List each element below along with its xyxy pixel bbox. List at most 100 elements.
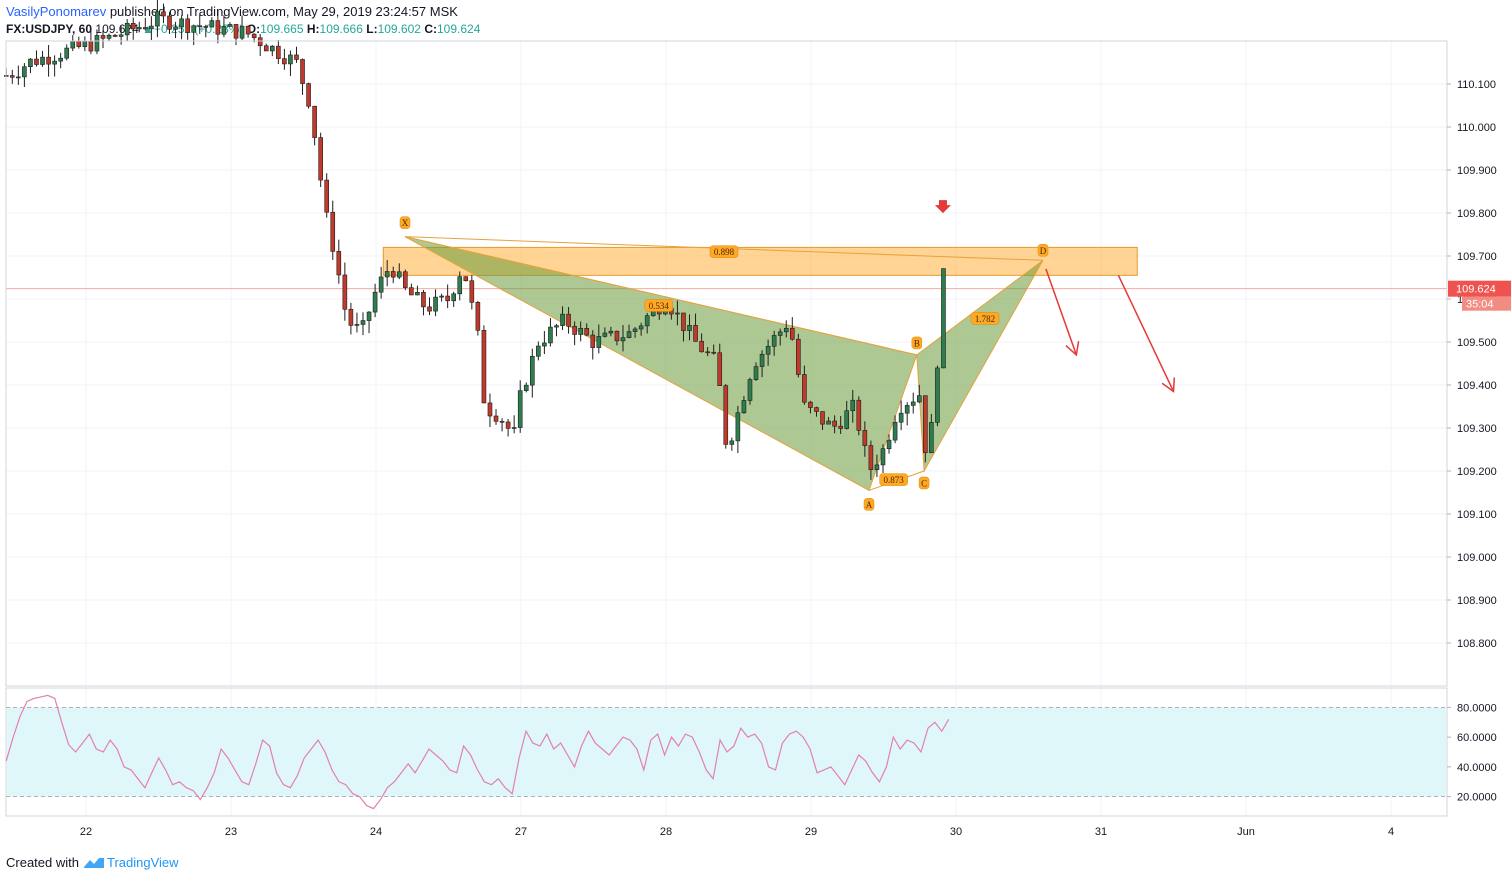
point-label-a: A — [863, 498, 875, 511]
point-label-d-bg — [1037, 244, 1049, 257]
candle-down — [475, 302, 481, 331]
point-label-c: C — [918, 476, 930, 490]
high-value: 109.666 — [319, 22, 363, 36]
candle-up — [64, 47, 70, 59]
x-tick-label: 31 — [1095, 826, 1107, 838]
candle-up — [221, 26, 227, 35]
harmonic-pattern[interactable] — [404, 236, 1044, 492]
close-value: 109.624 — [436, 22, 481, 36]
projection-arrow-2 — [1117, 275, 1175, 392]
ratio-label-ab: 0.534 — [644, 299, 673, 312]
ratio-label-bd-text: 1.782 — [975, 314, 995, 324]
candle-up — [826, 420, 831, 425]
candle-down — [566, 313, 571, 327]
candle-down — [245, 25, 251, 35]
projection-arrow-2-head — [1161, 377, 1176, 393]
candle-up — [596, 336, 602, 348]
y-tick-label: 109.200 — [1457, 466, 1497, 478]
point-label-b: B — [911, 336, 923, 350]
tradingview-brand-link[interactable]: TradingView — [106, 855, 179, 870]
y-tick-label: 108.900 — [1457, 595, 1497, 607]
x-tick-label: 28 — [660, 826, 672, 838]
candle-up — [729, 440, 735, 445]
candle-up — [82, 40, 88, 47]
candle-up — [106, 34, 112, 39]
candle-up — [372, 291, 378, 313]
candle-down — [282, 58, 287, 65]
x-tick-label: 23 — [225, 826, 237, 838]
candle-down — [814, 407, 819, 412]
axes: 110.100 110.000 109.900 109.800 109.700 109.6… — [5, 40, 1511, 838]
rsi-panel: 80.0000 60.0000 40.0000 20.0000 — [5, 694, 1497, 810]
y-tick-label: 110.000 — [1457, 122, 1496, 134]
projection-arrow-1 — [1045, 268, 1078, 356]
candle-down — [681, 312, 686, 331]
candle-up — [149, 25, 154, 30]
point-label-d-text: D — [1040, 246, 1047, 256]
candle-up — [136, 27, 142, 30]
candle-up — [602, 332, 608, 337]
candle-up — [886, 439, 892, 449]
x-tick-label: Jun — [1237, 826, 1255, 838]
rsi-tick-label: 60.0000 — [1457, 732, 1497, 744]
candle-up — [433, 296, 438, 312]
candle-up — [941, 268, 946, 369]
candle-down — [711, 351, 716, 354]
candle-up — [22, 66, 27, 78]
candle-up — [892, 421, 898, 441]
author-link[interactable]: VasilyPonomarev — [6, 4, 107, 19]
created-with-text: Created with — [6, 855, 79, 870]
candle-down — [203, 26, 209, 28]
candle-up — [916, 395, 922, 403]
candle-down — [112, 34, 118, 37]
candle-up — [366, 311, 372, 321]
candle-down — [614, 330, 620, 342]
candle-up — [747, 379, 753, 401]
ratio-label-xd-bg — [709, 245, 739, 258]
point-label-x: X — [399, 216, 411, 229]
candle-down — [88, 40, 94, 52]
ratio-label-ac-bg — [879, 473, 908, 486]
ratio-label-ac: 0.873 — [879, 473, 908, 486]
ratio-label-xd: 0.898 — [709, 245, 739, 258]
candle-up — [529, 355, 535, 386]
price-tag-bg — [1448, 280, 1511, 297]
candle-up — [753, 366, 759, 380]
candle-down — [723, 385, 729, 445]
change-up-icon: ▲ — [142, 22, 155, 36]
ratio-label-bd: 1.782 — [970, 312, 1000, 325]
chart-grid — [6, 41, 1447, 816]
point-label-a-text: A — [866, 500, 873, 510]
candle-up — [542, 342, 547, 347]
point-label-a-bg — [863, 498, 875, 511]
candle-up — [898, 412, 904, 423]
candle-up — [929, 422, 934, 454]
candle-down — [130, 22, 136, 30]
candle-down — [481, 330, 487, 404]
candle-down — [46, 56, 51, 65]
candle-down — [808, 401, 813, 408]
x-tick-label: 4 — [1388, 826, 1394, 838]
candle-down — [342, 274, 348, 310]
candle-up — [687, 325, 692, 331]
price-change: +0.252 (+0.23%) — [154, 22, 244, 36]
candle-up — [880, 448, 886, 466]
candle-up — [626, 331, 632, 338]
candle-up — [288, 54, 293, 65]
rsi-tick-label: 20.0000 — [1457, 792, 1497, 804]
y-tick-label: 110.100 — [1457, 79, 1496, 91]
candle-down — [312, 105, 317, 138]
candle-down — [868, 445, 874, 470]
candle-down — [306, 83, 311, 107]
candle-down — [324, 179, 330, 213]
candle-down — [233, 24, 239, 39]
rsi-tick-label: 80.0000 — [1457, 702, 1497, 714]
pattern-xb-line — [404, 236, 917, 356]
y-tick-label: 109.300 — [1457, 423, 1497, 435]
candle-up — [517, 390, 523, 428]
candle-up — [536, 345, 541, 357]
candle-down — [215, 20, 221, 35]
candle-down — [330, 211, 336, 252]
candle-down — [300, 59, 305, 84]
